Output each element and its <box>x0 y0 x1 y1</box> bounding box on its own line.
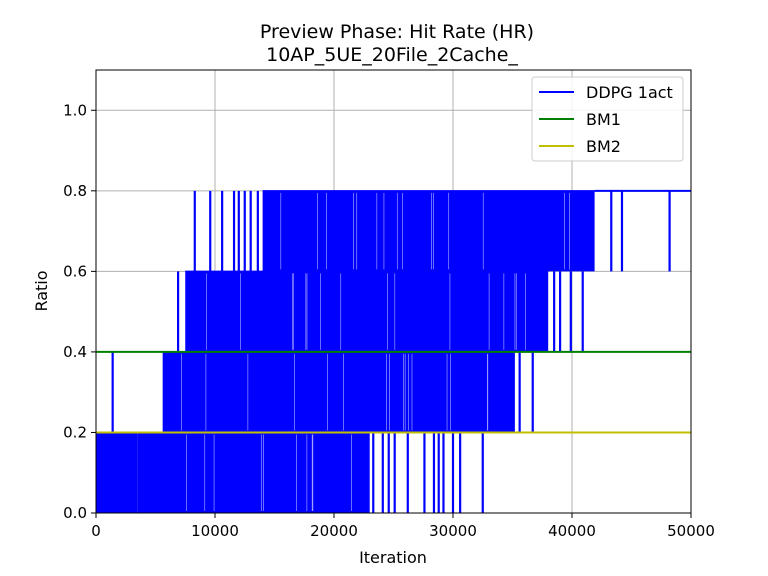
y-axis-label: Ratio <box>32 270 51 311</box>
oscillation-band <box>162 351 515 433</box>
oscillation-band <box>96 432 138 513</box>
y-tick-label: 1.0 <box>63 101 87 119</box>
x-tick-label: 50000 <box>667 522 715 540</box>
axes-frame <box>95 69 692 514</box>
x-tick-label: 20000 <box>310 522 358 540</box>
y-tick-label: 0.0 <box>63 504 87 522</box>
y-tick-label: 0.6 <box>63 262 87 280</box>
axis-ticks: 0 10000 20000 30000 40000 50000 0.0 0.2 0.4 0.6 0.… <box>63 101 715 540</box>
chart-title: Preview Phase: Hit Rate (HR) <box>260 21 534 43</box>
legend: DDPG 1act BM1 BM2 <box>531 76 684 162</box>
legend-label: BM1 <box>586 110 621 129</box>
y-tick-label: 0.2 <box>63 423 87 441</box>
y-tick-label: 0.8 <box>63 182 87 200</box>
y-tick-label: 0.4 <box>63 343 87 361</box>
series-ddpg-1act <box>95 189 691 513</box>
legend-label: BM2 <box>586 137 621 156</box>
plot-border <box>95 69 692 514</box>
x-tick-label: 30000 <box>429 522 477 540</box>
oscillation-band <box>262 190 595 272</box>
x-tick-label: 0 <box>91 522 101 540</box>
x-tick-label: 10000 <box>191 522 239 540</box>
plot-area <box>95 189 691 513</box>
legend-label: DDPG 1act <box>586 83 673 102</box>
chart-subtitle: 10AP_5UE_20File_2Cache_ <box>266 44 518 66</box>
oscillation-band <box>137 432 370 513</box>
x-axis-label: Iteration <box>359 548 427 567</box>
legend-box <box>531 76 684 162</box>
oscillation-band <box>185 271 549 352</box>
x-tick-label: 40000 <box>548 522 596 540</box>
